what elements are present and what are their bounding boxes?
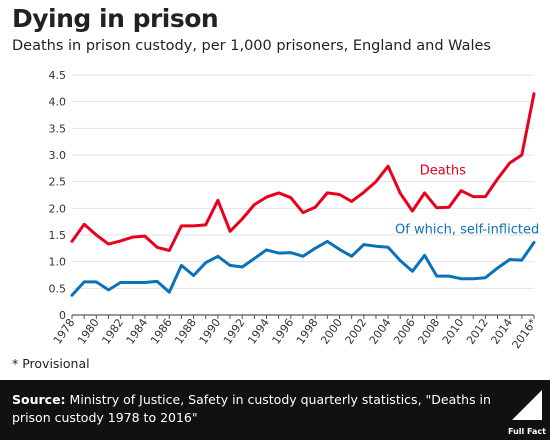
x-tick-label: 1980 <box>75 316 102 346</box>
x-tick-label: 1998 <box>294 316 321 346</box>
y-tick-label: 0.5 <box>49 282 67 295</box>
x-tick-label: 1988 <box>172 316 199 346</box>
x-tick-label: 1982 <box>99 316 126 346</box>
y-tick-label: 1.5 <box>49 229 67 242</box>
y-tick-label: 4.0 <box>49 96 67 109</box>
x-tick-label: 2012 <box>464 316 491 346</box>
x-tick-label: 2006 <box>391 316 418 346</box>
y-tick-label: 2.0 <box>49 202 67 215</box>
x-tick-label: 1994 <box>245 316 272 346</box>
y-tick-label: 4.5 <box>49 69 67 82</box>
chart-title: Dying in prison <box>12 4 219 33</box>
source-footer: Source: Ministry of Justice, Safety in c… <box>0 380 550 440</box>
x-tick-label: 2002 <box>343 316 370 346</box>
x-tick-label: 1996 <box>270 316 297 346</box>
chart-subtitle: Deaths in prison custody, per 1,000 pris… <box>12 38 491 54</box>
x-tick-label: 2004 <box>367 316 394 346</box>
source-label: Source: <box>12 392 66 407</box>
full-fact-logo-text: Full Fact <box>508 427 546 436</box>
x-tick-label: 1992 <box>221 316 248 346</box>
source-citation: Ministry of Justice, Safety in custody q… <box>12 392 491 425</box>
series-label: Deaths <box>420 164 466 179</box>
y-tick-label: 2.5 <box>49 176 67 189</box>
x-tick-label: 2016* <box>510 316 540 350</box>
y-tick-label: 3.5 <box>49 122 67 135</box>
y-tick-label: 0 <box>59 309 66 322</box>
x-tick-label: 2008 <box>415 316 442 346</box>
provisional-note: * Provisional <box>12 356 90 371</box>
x-tick-label: 1984 <box>124 316 151 346</box>
full-fact-logo-icon <box>512 390 542 420</box>
x-tick-label: 2000 <box>318 316 345 346</box>
series-line-of-which-self-inflicted <box>70 239 536 297</box>
series-label: Of which, self-inflicted <box>395 222 539 237</box>
y-tick-label: 3.0 <box>49 149 67 162</box>
source-text-block: Source: Ministry of Justice, Safety in c… <box>12 391 492 427</box>
x-tick-label: 1990 <box>197 316 224 346</box>
series-line-deaths <box>70 92 536 252</box>
line-chart: 0 0.5 1.0 1.5 2.0 2.5 3.0 3.5 4.0 4.5 197819801982… <box>49 69 540 350</box>
x-tick-label: 1978 <box>51 316 78 346</box>
y-tick-label: 1.0 <box>49 256 67 269</box>
x-tick-label: 2010 <box>440 316 467 346</box>
x-tick-label: 1986 <box>148 316 175 346</box>
